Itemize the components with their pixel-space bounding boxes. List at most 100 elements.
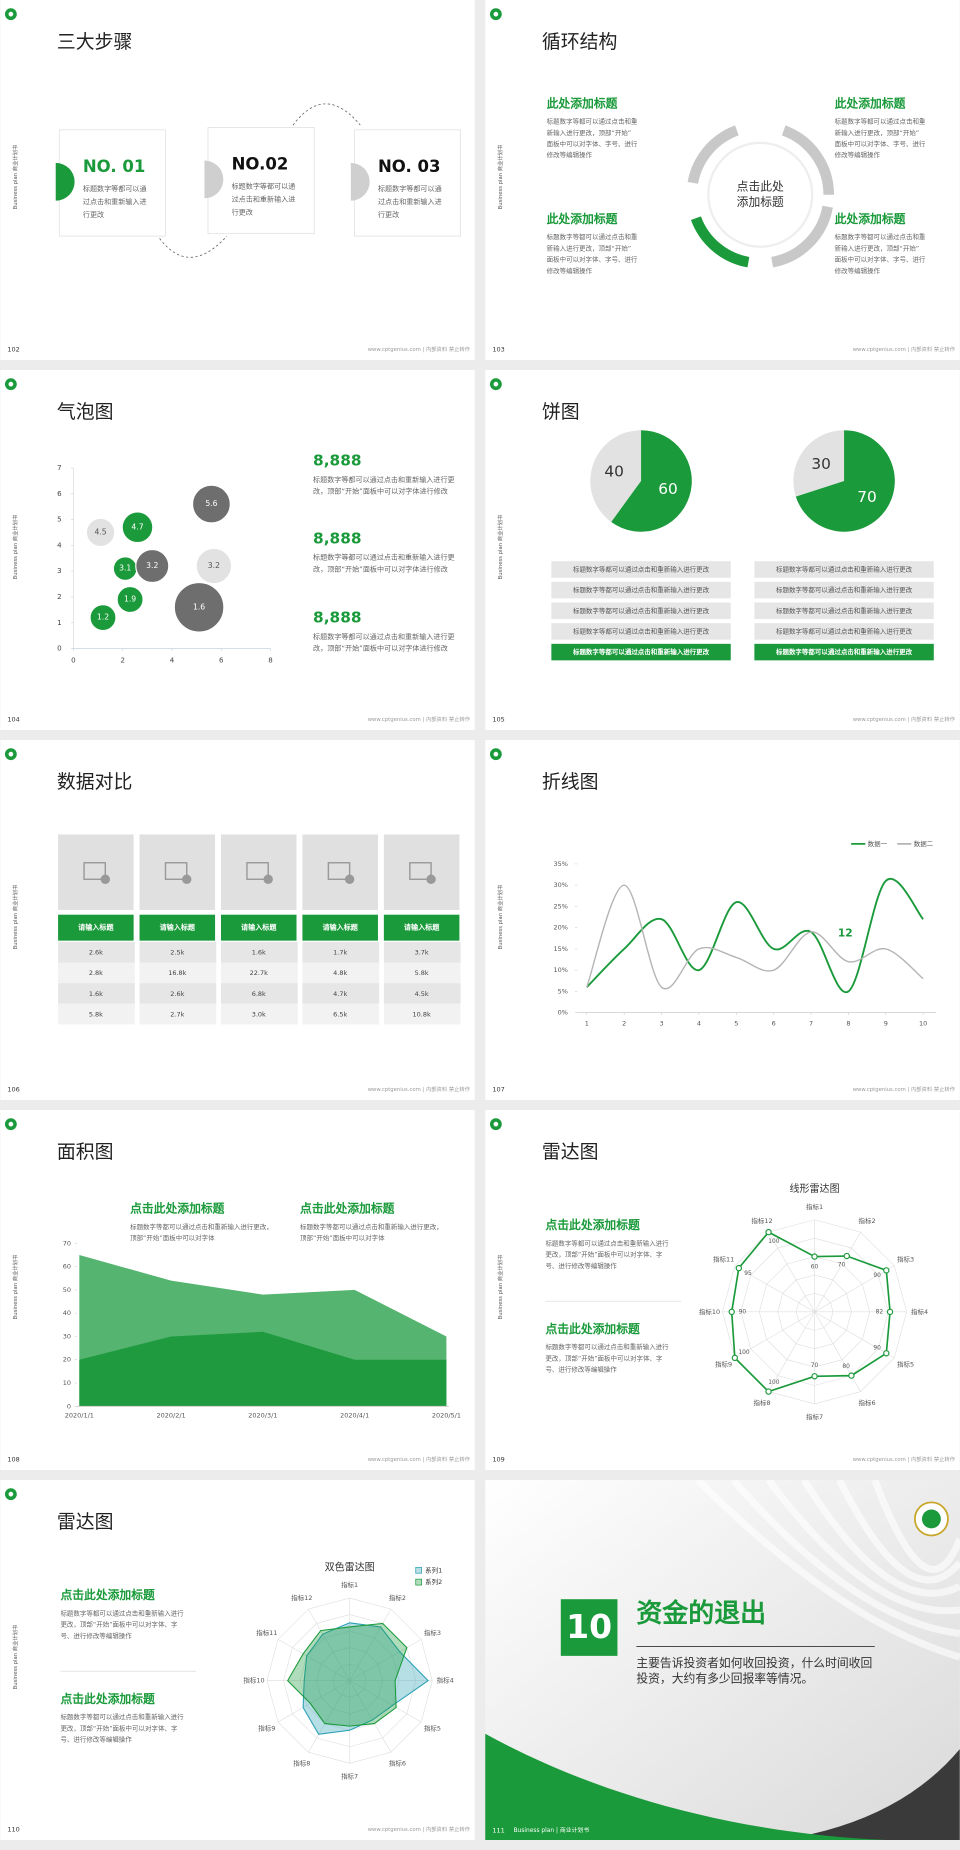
y-tick-label: 40 — [63, 1309, 71, 1317]
bubble-label: 4.7 — [131, 522, 143, 531]
text-line: 标题数字等都可以通过点击和重 — [547, 117, 638, 126]
table-text: 1.7k — [333, 948, 347, 956]
legend-swatch — [415, 1566, 422, 1574]
text-line: 面板中可以对字体、字号、进行 — [835, 139, 926, 148]
radar-spoke — [308, 1608, 350, 1681]
list-row — [754, 561, 934, 578]
table-text: 22.7k — [250, 969, 268, 977]
green-wave — [485, 1733, 887, 1840]
y-tick-label: 30% — [553, 881, 567, 889]
radar-series — [302, 1622, 429, 1735]
header-text: 请输入标题 — [322, 923, 358, 932]
step-card — [353, 129, 461, 237]
pie-slice — [795, 430, 895, 532]
slide: 饼图 105 www.cptgenius.com | 内部资料 禁止转作 Busine… — [485, 370, 960, 730]
side-label: Business plan 商业计划书 — [11, 144, 19, 209]
axis-label: 指标5 — [424, 1723, 441, 1732]
text-line: 点击此处 — [737, 179, 784, 193]
bubble — [195, 547, 233, 585]
y-tick-label: 30 — [63, 1332, 71, 1340]
step-card — [207, 127, 315, 235]
center-circle — [707, 141, 814, 248]
y-tick-label: 20 — [63, 1356, 71, 1364]
axis-label: 指标12 — [751, 1216, 772, 1225]
table-cell — [58, 962, 135, 984]
bubble — [135, 548, 170, 584]
list-text: 标题数字等都可以通过点击和重新输入进行更改 — [572, 647, 710, 656]
chart-title: 双色雷达图 — [325, 1560, 375, 1573]
text-line: 标题数字等都可以通过点击和重新输入进行更 — [313, 553, 455, 562]
slide-background — [485, 370, 960, 730]
slide-title: 雷达图 — [57, 1511, 114, 1533]
footer: www.cptgenius.com | 内部资料 禁止转作 — [368, 1455, 471, 1463]
y-tick-label: 1 — [57, 618, 62, 627]
connector — [292, 103, 361, 126]
data-label: 70 — [838, 1263, 846, 1269]
chart-title: 线形雷达图 — [790, 1182, 840, 1195]
step-marker — [350, 162, 370, 201]
text-line: 修改等编辑操作 — [547, 150, 593, 159]
text-line: 新输入进行更改，顶部“开始” — [547, 243, 632, 252]
axis-label: 指标11 — [713, 1254, 734, 1263]
text-line: 行更改 — [378, 210, 399, 219]
axis-label: 指标5 — [897, 1359, 914, 1368]
x-tick-label: 9 — [884, 1019, 888, 1027]
text-line: 顶部“开始”面板中可以对字体 — [300, 1233, 385, 1242]
x-tick-label: 10 — [919, 1019, 927, 1027]
footer: www.cptgenius.com | 内部资料 禁止转作 — [853, 345, 956, 353]
list-row — [551, 602, 731, 620]
block-heading: 此处添加标题 — [835, 96, 906, 110]
bubble — [191, 484, 231, 524]
x-tick-label: 1 — [585, 1019, 589, 1027]
text-line: 改，顶部“开始”面板中可以对字体进行修改 — [313, 644, 448, 653]
table-text: 2.5k — [170, 948, 184, 956]
stat-value: 8,888 — [313, 529, 361, 547]
data-label: 80 — [842, 1364, 850, 1370]
table-cell — [139, 962, 217, 984]
list-row — [754, 602, 934, 620]
legend-label: 数据一 — [868, 839, 888, 848]
block-heading: 点击此处添加标题 — [545, 1322, 640, 1336]
table-text: 6.5k — [333, 1010, 347, 1018]
text-line: 面板中可以对字体、字号、进行 — [547, 255, 638, 264]
y-tick-label: 0 — [67, 1402, 71, 1410]
table-text: 1.6k — [252, 948, 266, 956]
block-heading: 点击此处添加标题 — [300, 1202, 395, 1216]
page-number: 106 — [7, 1085, 19, 1093]
y-tick-label: 3 — [57, 566, 62, 575]
axis-label: 指标2 — [859, 1216, 876, 1225]
block-heading: 此处添加标题 — [835, 212, 906, 226]
x-tick-label: 8 — [268, 655, 273, 664]
step-text: 标题数字等都可以通过点击和重新输入进行更改 — [378, 184, 442, 219]
axis-label: 指标9 — [715, 1359, 732, 1368]
footer: www.cptgenius.com | 内部资料 禁止转作 — [853, 1085, 956, 1093]
header-text: 请输入标题 — [78, 923, 114, 932]
list-row — [754, 643, 934, 661]
pie-slice — [793, 430, 845, 497]
image-icon — [409, 862, 432, 880]
data-label: 100 — [738, 1350, 749, 1356]
logo-dot — [8, 1121, 14, 1127]
slide-background — [485, 740, 960, 1100]
table-text: 2.8k — [89, 969, 103, 977]
stat-value: 8,888 — [313, 608, 361, 626]
text-line: 更改，顶部“开始”面板中可以对字体、字 — [545, 1353, 662, 1362]
axis-label: 指标6 — [859, 1398, 876, 1407]
legend-swatch — [415, 1578, 422, 1586]
list-text: 标题数字等都可以通过点击和重新输入进行更改 — [573, 564, 710, 573]
side-label: Business plan 商业计划书 — [496, 514, 504, 579]
axis-label: 指标8 — [293, 1758, 310, 1767]
text-line: 行更改 — [232, 207, 253, 216]
side-label: Business plan 商业计划书 — [496, 144, 504, 209]
x-tick-label: 2 — [120, 655, 125, 664]
text-line: 标题数字等都可以通 — [232, 181, 296, 190]
y-tick-label: 15% — [553, 945, 567, 953]
pie-label: 40 — [604, 463, 624, 481]
line-series — [586, 877, 924, 993]
axis-label: 指标7 — [341, 1771, 358, 1780]
image-icon — [83, 862, 107, 880]
block-heading: 点击此处添加标题 — [130, 1202, 225, 1216]
text-line: 过点击和重新输入进 — [83, 197, 147, 206]
axis-label: 指标3 — [424, 1628, 441, 1637]
list-text: 标题数字等都可以通过点击和重新输入进行更改 — [573, 585, 710, 594]
